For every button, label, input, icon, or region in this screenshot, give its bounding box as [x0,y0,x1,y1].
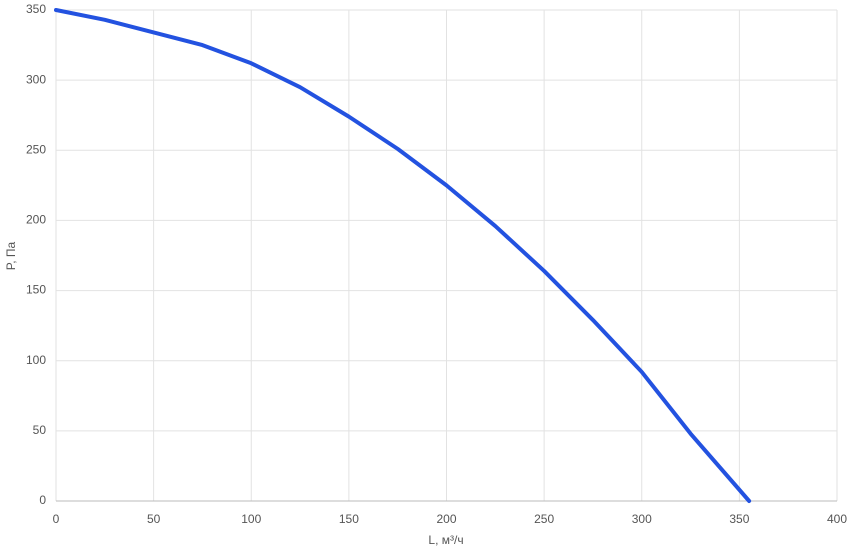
y-tick-label: 300 [26,72,46,86]
x-tick-label: 250 [534,512,554,526]
x-tick-label: 150 [339,512,359,526]
x-axis-label: L, м³/ч [428,533,463,547]
y-tick-label: 350 [26,2,46,16]
y-tick-label: 100 [26,353,46,367]
x-tick-label: 200 [436,512,456,526]
y-tick-label: 150 [26,283,46,297]
data-line [54,8,752,503]
y-tick-label: 250 [26,142,46,156]
x-tick-label: 50 [147,512,161,526]
x-tick-label: 350 [729,512,749,526]
x-tick-label: 100 [241,512,261,526]
y-tick-label: 200 [26,213,46,227]
x-tick-label: 300 [632,512,652,526]
x-tick-label: 400 [827,512,847,526]
x-tick-label: 0 [53,512,60,526]
y-axis-label: P, Па [4,241,18,270]
y-tick-label: 50 [33,423,47,437]
y-tick-label: 0 [39,493,46,507]
